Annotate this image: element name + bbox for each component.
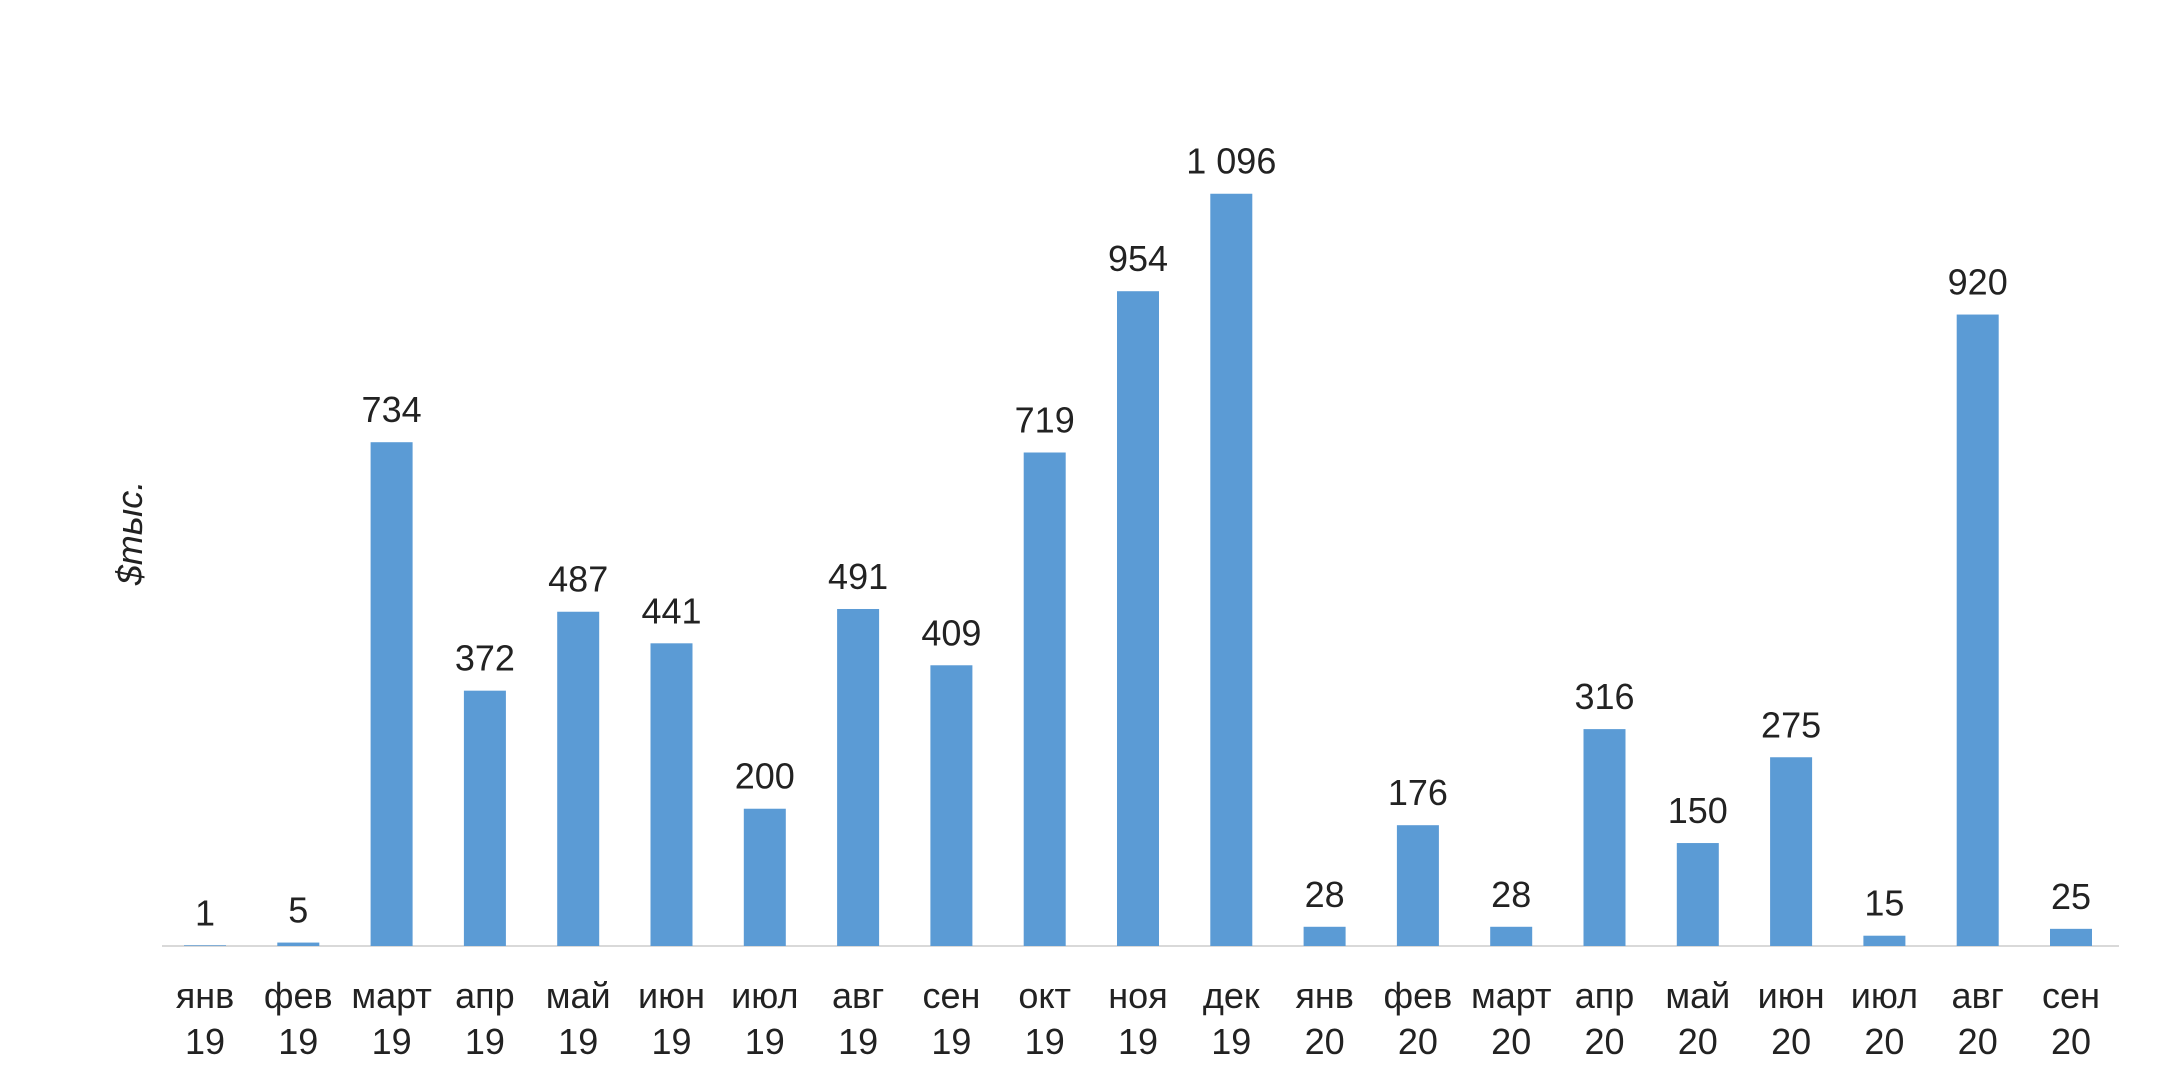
x-tick-label: 20 (1491, 1021, 1531, 1062)
bar (930, 665, 973, 946)
x-tick-label: 19 (558, 1021, 598, 1062)
data-label: 316 (1574, 676, 1634, 717)
bar (2050, 928, 2092, 946)
x-tick-label: 19 (745, 1021, 785, 1062)
x-tick-label: март (1471, 975, 1552, 1016)
x-tick-label: янв (1295, 975, 1354, 1016)
x-tick-label: 20 (1958, 1021, 1998, 1062)
data-label: 487 (548, 559, 608, 600)
x-tick-label: 20 (1864, 1021, 1904, 1062)
x-tick-label: июн (638, 975, 705, 1016)
x-tick-label: 20 (1398, 1021, 1438, 1062)
x-tick-label: июн (1758, 975, 1825, 1016)
x-tick-label: 19 (1025, 1021, 1065, 1062)
x-tick-label: апр (1575, 975, 1635, 1016)
data-label: 1 096 (1186, 141, 1276, 182)
x-tick-label: ноя (1108, 975, 1167, 1016)
bar (1396, 825, 1439, 946)
bar (1490, 926, 1533, 946)
data-label: 15 (1864, 883, 1904, 924)
x-tick-label: авг (832, 975, 884, 1016)
x-tick-label: 19 (372, 1021, 412, 1062)
bar (1303, 926, 1346, 946)
bar (1210, 193, 1253, 946)
x-tick-label: 19 (278, 1021, 318, 1062)
x-tick-label: 19 (931, 1021, 971, 1062)
bar (1676, 843, 1719, 946)
data-label: 5 (288, 890, 308, 931)
data-label: 150 (1668, 790, 1728, 831)
x-tick-label: окт (1018, 975, 1071, 1016)
x-tick-label: 20 (1771, 1021, 1811, 1062)
data-label: 920 (1948, 262, 2008, 303)
x-tick-label: фев (1384, 975, 1453, 1016)
x-tick-label: дек (1203, 975, 1260, 1016)
x-tick-label: март (351, 975, 432, 1016)
data-label: 25 (2051, 876, 2091, 917)
bar (650, 643, 693, 946)
data-label: 28 (1305, 874, 1345, 915)
bar (184, 945, 226, 946)
data-label: 409 (921, 612, 981, 653)
data-label: 176 (1388, 772, 1448, 813)
x-tick-label: апр (455, 975, 515, 1016)
data-label: 28 (1491, 874, 1531, 915)
x-tick-label: сен (2042, 975, 2100, 1016)
x-tick-label: 19 (651, 1021, 691, 1062)
bar (1863, 935, 1906, 946)
bar (1956, 314, 1999, 947)
x-tick-label: 20 (1678, 1021, 1718, 1062)
x-tick-label: янв (176, 975, 235, 1016)
x-tick-label: 19 (1211, 1021, 1251, 1062)
x-tick-label: 19 (185, 1021, 225, 1062)
x-tick-label: май (1665, 975, 1730, 1016)
bar (837, 608, 880, 946)
bar (1583, 729, 1626, 946)
x-tick-label: авг (1952, 975, 2004, 1016)
data-label: 734 (362, 389, 422, 430)
bar (277, 942, 320, 946)
x-tick-label: май (546, 975, 611, 1016)
x-tick-label: 19 (838, 1021, 878, 1062)
bar (1770, 757, 1813, 946)
bar (370, 442, 413, 946)
data-label: 719 (1015, 400, 1075, 441)
x-tick-label: фев (264, 975, 333, 1016)
bar (1023, 452, 1066, 946)
bar (463, 690, 506, 946)
x-tick-label: июл (1851, 975, 1918, 1016)
data-label: 491 (828, 556, 888, 597)
x-tick-label: 20 (1305, 1021, 1345, 1062)
bar (1117, 291, 1159, 946)
bar (557, 611, 600, 946)
data-label: 441 (641, 590, 701, 631)
x-tick-label: 19 (465, 1021, 505, 1062)
data-label: 372 (455, 638, 515, 679)
x-tick-label: 20 (1584, 1021, 1624, 1062)
x-tick-label: июл (731, 975, 798, 1016)
y-axis-label: $тыс. (109, 481, 150, 587)
x-tick-label: 19 (1118, 1021, 1158, 1062)
data-label: 200 (735, 756, 795, 797)
data-label: 954 (1108, 238, 1168, 279)
data-label: 275 (1761, 704, 1821, 745)
data-label: 1 (195, 892, 215, 933)
bar (743, 808, 786, 946)
x-tick-label: сен (922, 975, 980, 1016)
x-tick-label: 20 (2051, 1021, 2091, 1062)
